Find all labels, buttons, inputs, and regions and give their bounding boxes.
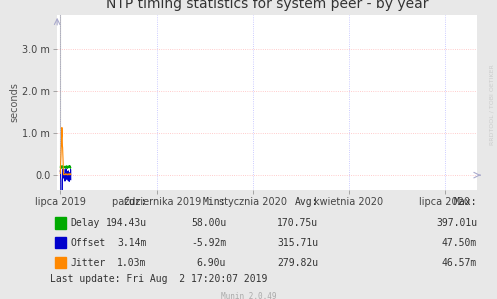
Text: Munin 2.0.49: Munin 2.0.49 bbox=[221, 292, 276, 299]
Text: Max:: Max: bbox=[454, 197, 477, 207]
Text: 279.82u: 279.82u bbox=[277, 257, 318, 268]
Text: 194.43u: 194.43u bbox=[105, 218, 147, 228]
Text: 6.90u: 6.90u bbox=[197, 257, 226, 268]
Text: 46.57m: 46.57m bbox=[442, 257, 477, 268]
Text: RRDTOOL / TOBI OETIKER: RRDTOOL / TOBI OETIKER bbox=[490, 64, 495, 145]
Text: 315.71u: 315.71u bbox=[277, 238, 318, 248]
Title: NTP timing statistics for system peer - by year: NTP timing statistics for system peer - … bbox=[106, 0, 428, 11]
Text: 58.00u: 58.00u bbox=[191, 218, 226, 228]
Y-axis label: seconds: seconds bbox=[9, 83, 19, 122]
Text: Min:: Min: bbox=[203, 197, 226, 207]
Text: Avg:: Avg: bbox=[295, 197, 318, 207]
Text: Offset: Offset bbox=[71, 238, 106, 248]
Text: 47.50m: 47.50m bbox=[442, 238, 477, 248]
Text: Jitter: Jitter bbox=[71, 257, 106, 268]
Text: 170.75u: 170.75u bbox=[277, 218, 318, 228]
Text: 3.14m: 3.14m bbox=[117, 238, 147, 248]
Text: 397.01u: 397.01u bbox=[436, 218, 477, 228]
Text: Delay: Delay bbox=[71, 218, 100, 228]
Text: 1.03m: 1.03m bbox=[117, 257, 147, 268]
Text: -5.92m: -5.92m bbox=[191, 238, 226, 248]
Text: Last update: Fri Aug  2 17:20:07 2019: Last update: Fri Aug 2 17:20:07 2019 bbox=[50, 274, 267, 284]
Text: Cur:: Cur: bbox=[123, 197, 147, 207]
